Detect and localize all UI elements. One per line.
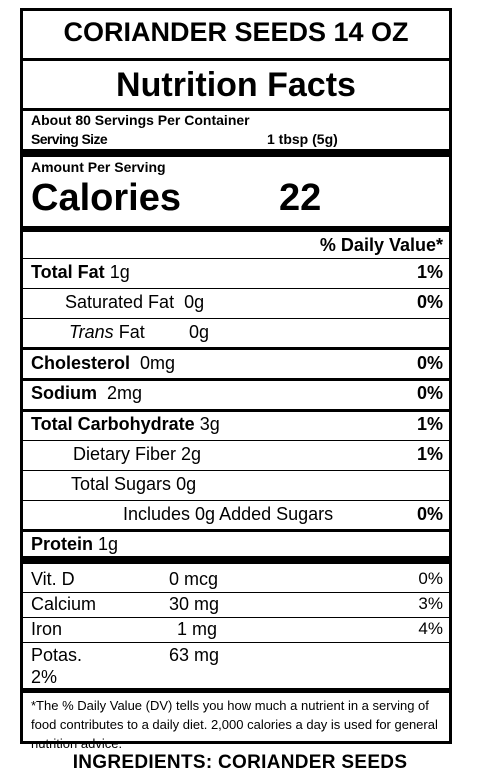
total-fat-amount: 1g xyxy=(109,262,130,282)
divider xyxy=(23,642,449,643)
divider xyxy=(23,500,449,501)
calories-label: Calories xyxy=(31,177,181,219)
divider xyxy=(23,440,449,441)
protein-label: Protein xyxy=(31,534,94,554)
iron-amount: 1 mg xyxy=(177,619,218,639)
dietary-fiber-amount: 2g xyxy=(181,444,202,464)
total-carb-row: Total Carbohydrate 3g xyxy=(31,414,220,435)
potassium-amount: 63 mg xyxy=(169,645,220,665)
total-fat-dv: 1% xyxy=(416,262,443,282)
divider xyxy=(23,378,449,381)
serving-size-label: Serving Size xyxy=(31,131,108,147)
dietary-fiber-label: Dietary Fiber xyxy=(73,444,177,464)
divider xyxy=(23,617,449,618)
iron-dv: 4% xyxy=(418,619,443,638)
sodium-amount: 2mg xyxy=(107,383,143,403)
trans-fat-amount: 0g xyxy=(189,322,210,342)
total-carb-amount: 3g xyxy=(199,414,220,434)
divider xyxy=(23,556,449,564)
added-sugars-dv: 0% xyxy=(416,504,443,524)
potassium-name: Potas. xyxy=(31,645,83,665)
sodium-dv: 0% xyxy=(416,383,443,403)
divider xyxy=(23,347,449,350)
daily-value-footnote: *The % Daily Value (DV) tells you how mu… xyxy=(31,698,438,751)
serving-size-value: 1 tbsp (5g) xyxy=(267,131,338,147)
vit-d-dv: 0% xyxy=(418,569,443,588)
dietary-fiber-row: Dietary Fiber 2g xyxy=(73,444,201,465)
total-carb-label: Total Carbohydrate xyxy=(31,414,195,434)
vit-d-name: Vit. D xyxy=(31,569,75,589)
calcium-amount: 30 mg xyxy=(169,594,220,614)
saturated-fat-label: Saturated Fat xyxy=(65,292,175,312)
calcium-dv: 3% xyxy=(418,594,443,613)
trans-fat-italic: Trans xyxy=(69,322,114,342)
saturated-fat-row: Saturated Fat 0g xyxy=(65,292,204,313)
total-sugars-amount: 0g xyxy=(176,474,197,494)
product-title: CORIANDER SEEDS 14 OZ xyxy=(63,17,409,47)
nutrition-facts-heading: Nutrition Facts xyxy=(116,66,356,104)
divider xyxy=(23,688,449,693)
dietary-fiber-dv: 1% xyxy=(416,444,443,464)
saturated-fat-dv: 0% xyxy=(416,292,443,312)
amount-per-serving: Amount Per Serving xyxy=(31,159,166,175)
cholesterol-label: Cholesterol xyxy=(31,353,131,373)
total-fat-label: Total Fat xyxy=(31,262,105,282)
divider xyxy=(23,409,449,412)
iron-name: Iron xyxy=(31,619,63,639)
total-fat-row: Total Fat 1g xyxy=(31,262,130,283)
potassium-dv: 2% xyxy=(31,667,58,687)
divider xyxy=(23,58,449,61)
cholesterol-amount: 0mg xyxy=(140,353,176,373)
divider xyxy=(23,149,449,157)
calories-value: 22 xyxy=(279,177,322,219)
divider xyxy=(23,258,449,259)
vit-d-amount: 0 mcg xyxy=(169,569,219,589)
divider xyxy=(23,529,449,532)
added-sugars-label: Includes 0g Added Sugars xyxy=(123,504,334,524)
sodium-label: Sodium xyxy=(31,383,97,403)
divider xyxy=(23,288,449,289)
divider xyxy=(23,470,449,471)
cholesterol-dv: 0% xyxy=(416,353,443,373)
servings-per-container: About 80 Servings Per Container xyxy=(31,112,250,128)
divider xyxy=(23,592,449,593)
nutrition-label: CORIANDER SEEDS 14 OZ Nutrition Facts Ab… xyxy=(20,8,452,751)
ingredients: INGREDIENTS: CORIANDER SEEDS xyxy=(72,752,408,773)
daily-value-header: % Daily Value* xyxy=(319,235,443,255)
sodium-row: Sodium 2mg xyxy=(31,383,142,404)
total-sugars-label: Total Sugars xyxy=(71,474,172,494)
protein-row: Protein 1g xyxy=(31,534,118,555)
saturated-fat-amount: 0g xyxy=(184,292,205,312)
divider xyxy=(23,108,449,111)
protein-amount: 1g xyxy=(98,534,119,554)
trans-fat-label: Fat xyxy=(118,322,145,342)
total-carb-dv: 1% xyxy=(416,414,443,434)
cholesterol-row: Cholesterol 0mg xyxy=(31,353,175,374)
divider xyxy=(23,318,449,319)
total-sugars-row: Total Sugars 0g xyxy=(71,474,196,495)
calcium-name: Calcium xyxy=(31,594,97,614)
divider xyxy=(23,226,449,232)
trans-fat-row: Trans Fat xyxy=(69,322,145,343)
